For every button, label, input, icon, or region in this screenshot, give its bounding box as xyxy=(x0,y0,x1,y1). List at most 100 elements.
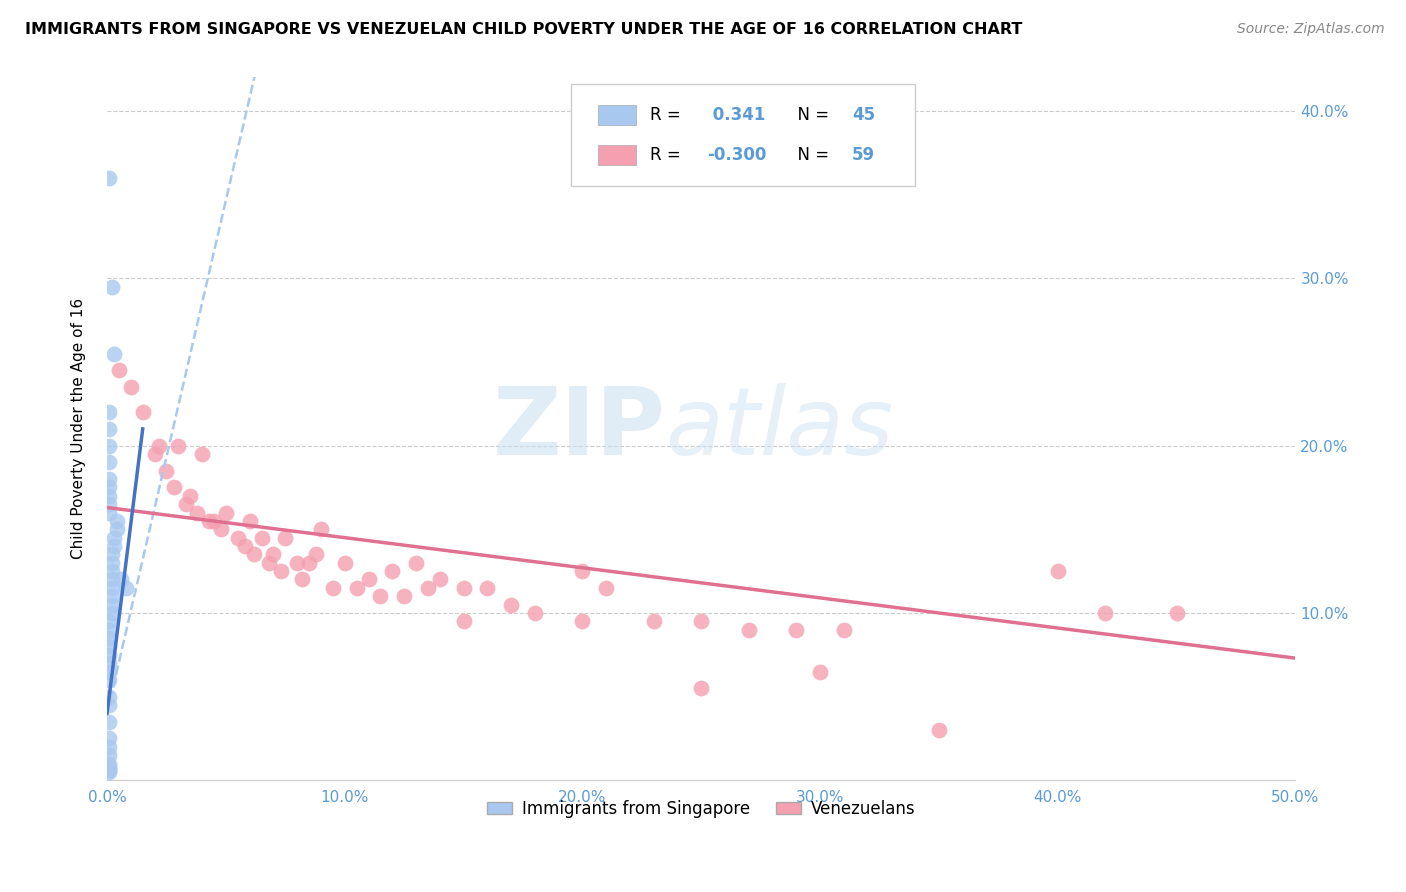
Text: N =: N = xyxy=(787,145,834,164)
Point xyxy=(101,573,124,587)
Point xyxy=(101,564,124,578)
Point xyxy=(98,673,121,687)
Point xyxy=(98,480,121,494)
Point xyxy=(209,522,232,536)
Point xyxy=(101,598,124,612)
Point xyxy=(832,623,855,637)
Point xyxy=(98,623,121,637)
Point xyxy=(429,573,451,587)
Point xyxy=(101,606,124,620)
Point xyxy=(101,581,124,595)
Point xyxy=(690,681,713,696)
Point xyxy=(270,564,292,578)
Point xyxy=(595,581,617,595)
Text: R =: R = xyxy=(650,105,686,124)
Point xyxy=(98,472,121,486)
Text: IMMIGRANTS FROM SINGAPORE VS VENEZUELAN CHILD POVERTY UNDER THE AGE OF 16 CORREL: IMMIGRANTS FROM SINGAPORE VS VENEZUELAN … xyxy=(25,22,1022,37)
FancyBboxPatch shape xyxy=(598,105,636,125)
Point xyxy=(381,564,404,578)
Point xyxy=(98,748,121,763)
Legend: Immigrants from Singapore, Venezuelans: Immigrants from Singapore, Venezuelans xyxy=(481,793,922,825)
Point xyxy=(98,760,121,774)
Point xyxy=(132,405,155,419)
Point xyxy=(1094,606,1116,620)
Point xyxy=(198,514,221,528)
Point xyxy=(243,548,266,562)
Point xyxy=(738,623,761,637)
Point xyxy=(155,464,177,478)
Point xyxy=(98,455,121,469)
Point xyxy=(501,598,523,612)
Point xyxy=(202,514,225,528)
Point xyxy=(101,548,124,562)
Point xyxy=(98,170,121,185)
Point xyxy=(643,615,665,629)
Point xyxy=(453,615,475,629)
Point xyxy=(98,764,121,779)
Point xyxy=(233,539,256,553)
Point xyxy=(453,581,475,595)
Point xyxy=(98,640,121,654)
Point xyxy=(179,489,201,503)
Text: N =: N = xyxy=(787,105,834,124)
Point xyxy=(98,631,121,645)
Point xyxy=(346,581,368,595)
Point xyxy=(103,531,125,545)
Point xyxy=(98,422,121,436)
Point xyxy=(285,556,308,570)
Point xyxy=(143,447,166,461)
Point xyxy=(305,548,328,562)
Point xyxy=(257,556,280,570)
Point xyxy=(215,506,238,520)
FancyBboxPatch shape xyxy=(598,145,636,165)
Point xyxy=(162,480,184,494)
Point xyxy=(98,648,121,662)
Point xyxy=(98,405,121,419)
Point xyxy=(523,606,546,620)
Point xyxy=(108,363,131,377)
Point xyxy=(174,497,197,511)
Point xyxy=(416,581,439,595)
Point xyxy=(98,762,121,776)
Point xyxy=(120,380,142,394)
Point xyxy=(571,615,593,629)
Point xyxy=(167,439,190,453)
Point xyxy=(250,531,273,545)
Point xyxy=(98,489,121,503)
Point xyxy=(98,756,121,771)
Point xyxy=(226,531,249,545)
Point xyxy=(98,665,121,679)
Point xyxy=(98,714,121,729)
Point xyxy=(785,623,807,637)
Point xyxy=(101,589,124,603)
Point xyxy=(98,739,121,754)
Point xyxy=(928,723,950,737)
Point xyxy=(274,531,297,545)
Text: 45: 45 xyxy=(852,105,876,124)
Text: -0.300: -0.300 xyxy=(707,145,766,164)
Point xyxy=(191,447,214,461)
Point xyxy=(105,522,128,536)
Point xyxy=(239,514,262,528)
Point xyxy=(291,573,314,587)
Point xyxy=(392,589,415,603)
Point xyxy=(98,690,121,704)
Point xyxy=(101,279,124,293)
Point xyxy=(298,556,321,570)
Point xyxy=(98,615,121,629)
FancyBboxPatch shape xyxy=(571,85,915,186)
Point xyxy=(103,346,125,360)
Point xyxy=(1046,564,1069,578)
Point xyxy=(333,556,356,570)
Point xyxy=(98,506,121,520)
Point xyxy=(1166,606,1188,620)
Point xyxy=(98,497,121,511)
Text: ZIP: ZIP xyxy=(492,383,665,475)
Text: 0.341: 0.341 xyxy=(707,105,766,124)
Point xyxy=(98,698,121,712)
Point xyxy=(103,539,125,553)
Point xyxy=(98,656,121,670)
Point xyxy=(808,665,831,679)
Point xyxy=(98,439,121,453)
Point xyxy=(357,573,380,587)
